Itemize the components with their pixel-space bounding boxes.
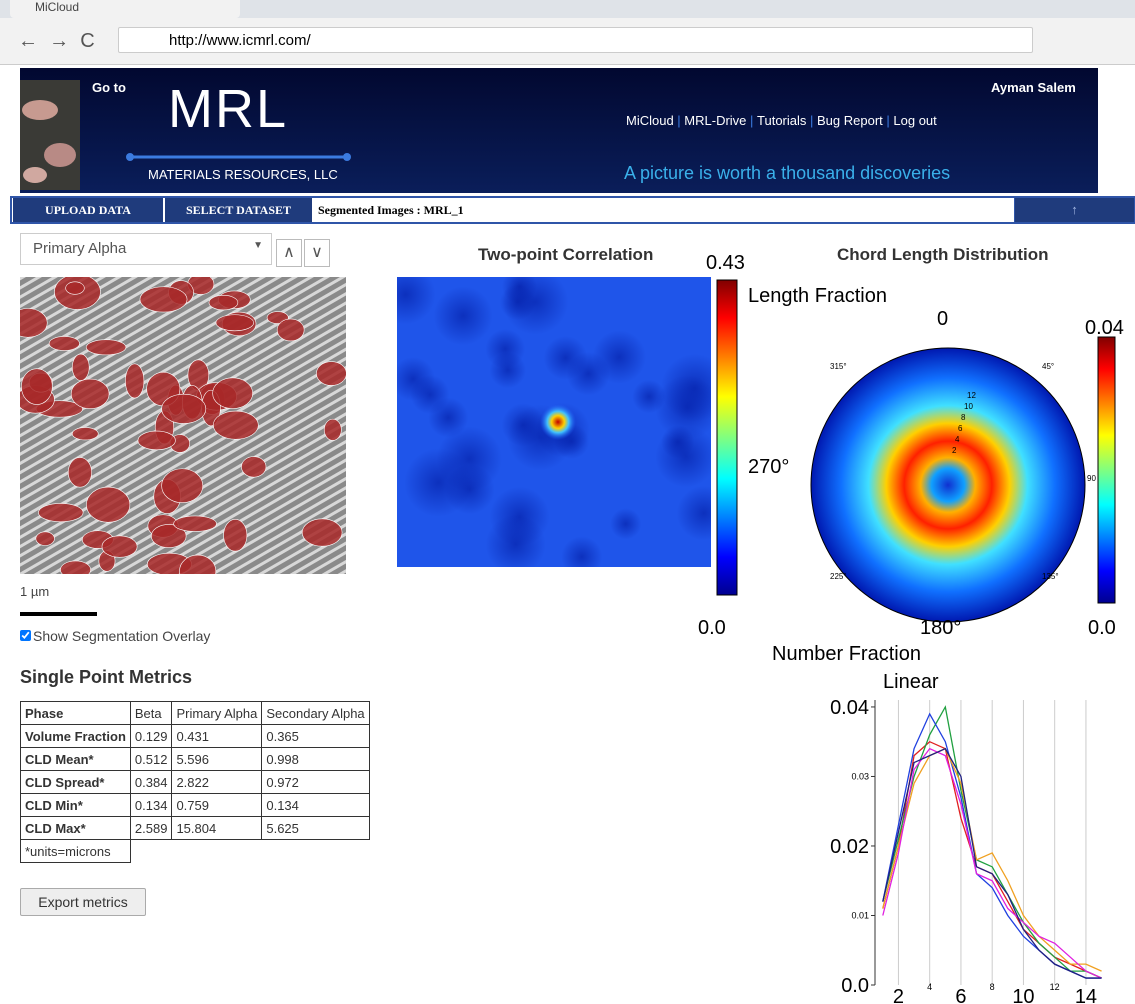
angle-label: 135° <box>1042 572 1059 581</box>
colorbar-min: 0.0 <box>698 617 726 640</box>
cld-subtitle: Length Fraction <box>748 285 887 308</box>
colorbar-min: 0.0 <box>1088 617 1116 640</box>
plot-title: Number Fraction <box>772 643 921 666</box>
angle-label: 90 <box>1087 474 1096 483</box>
plot-subtitle: Linear <box>883 671 939 694</box>
angle-label: 315° <box>830 362 847 371</box>
angle-label: 225° <box>830 572 847 581</box>
page: MiCloud {"browser":{"tab_title":"MiCloud… <box>0 0 1135 1004</box>
radial-label: 10 <box>964 402 973 411</box>
radial-label: 8 <box>961 413 965 422</box>
cld-colorbar <box>1098 337 1115 603</box>
colorbar-max: 0.04 <box>1085 317 1124 340</box>
radial-label: 2 <box>952 446 956 455</box>
radial-label: 12 <box>967 391 976 400</box>
cld-title: Chord Length Distribution <box>837 245 1049 265</box>
radial-label: 6 <box>958 424 962 433</box>
radial-label: 4 <box>955 435 959 444</box>
angle-label: 180° <box>920 617 961 640</box>
angle-label: 45° <box>1042 362 1054 371</box>
colorbar-max: 0.43 <box>706 252 745 275</box>
ui: MiCloud ← → C http://www.icmrl.com/ Go t… <box>0 0 1135 1004</box>
two-point-colorbar <box>717 280 737 595</box>
angle-label: 270° <box>748 456 789 479</box>
overlay-graphics <box>0 0 1135 1004</box>
angle-label: 0 <box>937 308 948 331</box>
